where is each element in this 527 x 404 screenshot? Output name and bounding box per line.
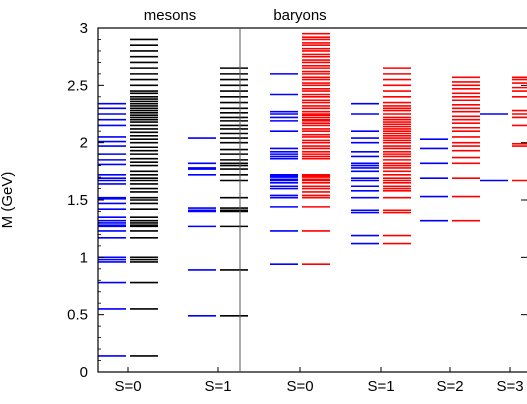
group-label-baryons: baryons [273, 7, 326, 24]
y-tick-label-6: 3 [80, 20, 88, 37]
group-label-mesons: mesons [144, 7, 197, 24]
y-tick-label-0: 0 [80, 364, 88, 381]
y-tick-label-4: 2 [80, 135, 88, 152]
x-category-label-3: S=1 [367, 378, 394, 395]
y-tick-label-5: 2.5 [67, 77, 88, 94]
plot-marks [98, 32, 527, 357]
x-category-label-1: S=1 [204, 378, 231, 395]
x-category-label-5: S=3 [496, 378, 523, 395]
y-tick-label-2: 1 [80, 249, 88, 266]
y-tick-label-1: 0.5 [67, 307, 88, 324]
y-tick-label-3: 1.5 [67, 192, 88, 209]
x-category-label-2: S=0 [286, 378, 313, 395]
axes-layer: 0 0.5 1 1.5 2 2.5 3 S=0 S=1 S=0 S=1 S=2 S=3 mesons bar… [67, 7, 527, 395]
y-axis-label: M (GeV) [0, 172, 16, 229]
x-category-label-0: S=0 [114, 378, 141, 395]
x-category-label-4: S=2 [436, 378, 463, 395]
